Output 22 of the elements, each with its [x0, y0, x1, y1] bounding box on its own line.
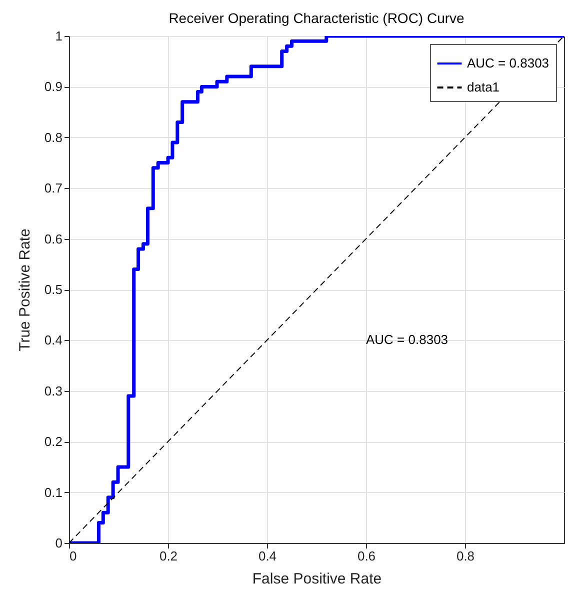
y-axis-title: True Positive Rate — [16, 228, 34, 352]
annotation: AUC = 0.8303 — [366, 332, 448, 348]
y-tick-label: 0.6 — [44, 231, 62, 246]
x-tick-label: 0.4 — [258, 548, 277, 564]
x-axis-title: False Positive Rate — [252, 570, 382, 588]
y-tick-label: 0.1 — [44, 484, 62, 500]
y-tick-label: 1 — [55, 28, 62, 44]
y-tick-label: 0.4 — [44, 332, 62, 348]
y-tick-label: 0 — [55, 536, 62, 550]
y-tick-label: 0.7 — [44, 180, 62, 196]
chart-title: Receiver Operating Characteristic (ROC) Curve — [168, 10, 465, 26]
y-tick-label: 0.2 — [44, 434, 62, 450]
y-tick-label: 0.8 — [44, 130, 62, 145]
legend-label: AUC = 0.8303 — [467, 56, 550, 70]
x-tick-label: 0.6 — [357, 548, 376, 564]
y-tick-label: 0.3 — [44, 383, 62, 398]
x-tick-label: 0 — [70, 548, 77, 564]
y-tick-label: 0.5 — [44, 282, 62, 297]
y-tick-label: 0.9 — [44, 79, 62, 94]
x-tick-label: 0.2 — [159, 548, 178, 564]
x-tick-label: 0.8 — [456, 548, 475, 564]
legend-label: data1 — [467, 80, 500, 94]
